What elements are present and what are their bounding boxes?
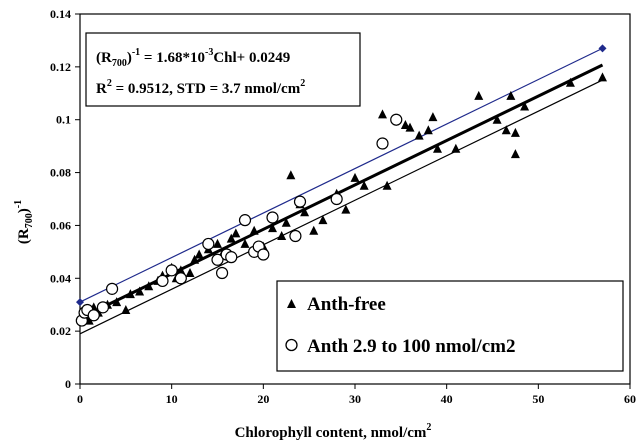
y-tick-label: 0.06 [50,218,71,232]
legend-label-anth-free: Anth-free [307,294,386,315]
y-tick-label: 0.04 [50,271,71,285]
equation-box-frame [85,32,361,107]
point-circle [215,266,229,280]
point-circle [96,301,110,314]
y-tick-label: 0.12 [50,60,71,74]
point-triangle [190,254,200,264]
line-lower [79,79,603,335]
x-tick-label: 60 [624,392,636,406]
point-triangle [309,225,319,235]
point-triangle [318,215,328,225]
point-circle [257,248,270,261]
point-circle [293,195,307,208]
point-circle [174,272,187,285]
point-triangle [194,249,204,259]
line-upper [79,47,603,303]
point-triangle [400,120,410,129]
point-triangle [231,228,241,238]
point-triangle [350,172,360,182]
point-circle [165,264,178,277]
point-triangle [286,170,296,180]
point-triangle [506,90,516,100]
point-triangle [281,217,291,227]
point-triangle [277,231,287,240]
point-circle [156,274,169,288]
point-triangle [520,101,530,111]
point-triangle [474,90,484,100]
legend-frame [276,280,624,372]
y-tick-label: 0.1 [56,113,71,127]
equation-line-2: R2 = 0.9512, STD = 3.7 nmol/cm2 [96,78,305,97]
y-tick-label: 0.02 [50,324,71,338]
plot-area: 0 10 20 30 40 50 60 0 0.02 0.04 0.06 0.08 0.1 0.12 0.1… [50,7,636,406]
x-tick-label: 50 [532,392,544,406]
point-circle [211,253,224,266]
point-triangle [428,112,438,122]
point-triangle [492,114,502,124]
equation-line-1: (R700)-1 = 1.68*10-3Chl+ 0.0249 [96,47,290,69]
point-triangle [405,122,415,132]
point-triangle [226,233,236,243]
x-tick-label: 20 [257,392,269,406]
point-circle [202,237,215,251]
point-triangle [125,289,135,299]
point-circle [390,113,403,126]
line-endpoint-diamond [76,298,84,307]
point-circle [266,211,279,224]
legend-label-anth: Anth 2.9 to 100 nmol/cm2 [307,336,515,357]
point-triangle [510,127,520,137]
y-axis-title: (R700)-1 [13,200,35,244]
point-circle [376,137,389,150]
line-fit [79,63,604,320]
x-tick-label: 0 [77,392,83,406]
point-triangle [144,281,154,291]
point-triangle [249,225,259,235]
x-tick-label: 10 [166,392,178,406]
point-triangle [240,238,250,248]
legend: Anth-free Anth 2.9 to 100 nmol/cm2 [276,280,624,372]
point-circle [289,229,302,243]
point-circle [87,309,100,322]
point-triangle [565,77,575,87]
x-tick-label: 40 [441,392,453,406]
y-tick-label: 0.14 [50,7,71,21]
point-circle [330,192,343,206]
point-triangle [510,149,520,159]
point-triangle [213,238,222,248]
point-triangle [176,265,186,275]
point-triangle [501,125,511,135]
x-tick-label: 30 [349,392,361,406]
point-circle [238,214,252,227]
point-triangle [300,207,310,217]
point-triangle [268,223,277,233]
point-triangle [414,130,424,140]
point-triangle [359,180,369,190]
y-tick-label: 0.08 [50,166,71,180]
point-triangle [451,143,461,153]
point-triangle [121,305,131,314]
point-circle [105,282,119,295]
point-triangle [112,297,122,307]
point-triangle [135,286,145,296]
point-triangle [378,109,387,119]
point-triangle [185,268,195,277]
legend-circle-marker [285,338,298,352]
equation-box: (R700)-1 = 1.68*10-3Chl+ 0.0249 R2 = 0.9… [85,32,361,107]
point-triangle [433,143,442,153]
line-endpoint-diamond [598,44,607,53]
point-triangle [382,180,392,190]
point-triangle [341,204,351,214]
legend-triangle-marker [287,299,296,308]
point-triangle [598,72,607,82]
point-triangle [423,125,433,135]
y-tick-label: 0 [65,377,71,391]
x-axis-title: Chlorophyll content, nmol/cm2 [235,422,432,441]
point-circle [225,251,238,264]
